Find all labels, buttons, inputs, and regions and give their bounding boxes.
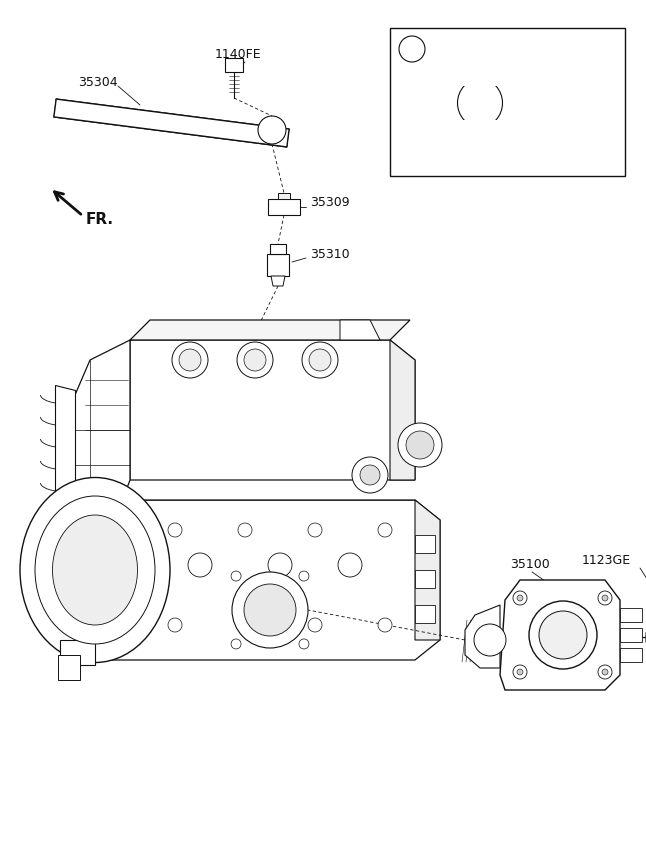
Ellipse shape (457, 79, 503, 127)
Bar (415, 605, 435, 623)
Bar (620, 628, 642, 642)
Circle shape (352, 457, 388, 493)
Text: 1140FE: 1140FE (215, 48, 262, 62)
Polygon shape (340, 320, 380, 340)
Text: 35310: 35310 (310, 248, 349, 261)
Circle shape (309, 349, 331, 371)
Circle shape (168, 618, 182, 632)
Polygon shape (278, 193, 290, 199)
Polygon shape (465, 605, 500, 668)
Circle shape (399, 36, 425, 62)
Bar (458, 120, 502, 129)
Circle shape (308, 523, 322, 537)
Ellipse shape (52, 515, 138, 625)
Circle shape (98, 618, 112, 632)
Polygon shape (500, 580, 620, 690)
Circle shape (232, 572, 308, 648)
Ellipse shape (35, 496, 155, 644)
Circle shape (98, 523, 112, 537)
Circle shape (172, 342, 208, 378)
Circle shape (602, 595, 608, 601)
Text: 35304: 35304 (78, 75, 118, 88)
Circle shape (244, 349, 266, 371)
Polygon shape (60, 640, 95, 665)
Bar (620, 608, 642, 622)
Circle shape (258, 116, 286, 144)
Circle shape (118, 553, 142, 577)
Circle shape (268, 553, 292, 577)
Bar (458, 77, 502, 86)
Text: a: a (408, 42, 416, 55)
Circle shape (238, 618, 252, 632)
Text: 35100: 35100 (510, 559, 550, 572)
Bar (415, 535, 435, 553)
Circle shape (398, 423, 442, 467)
Circle shape (302, 342, 338, 378)
Polygon shape (267, 254, 289, 276)
Circle shape (338, 553, 362, 577)
Polygon shape (390, 28, 625, 176)
Circle shape (188, 553, 212, 577)
Circle shape (168, 523, 182, 537)
Polygon shape (268, 199, 300, 215)
Polygon shape (58, 655, 80, 680)
Text: a: a (269, 125, 275, 135)
Circle shape (513, 665, 527, 679)
Circle shape (299, 571, 309, 581)
Bar (620, 648, 642, 662)
Polygon shape (55, 385, 75, 500)
Circle shape (231, 639, 241, 649)
Text: FR.: FR. (86, 213, 114, 227)
Polygon shape (54, 99, 289, 147)
Polygon shape (75, 340, 130, 520)
Circle shape (598, 665, 612, 679)
Circle shape (529, 601, 597, 669)
Circle shape (238, 523, 252, 537)
Circle shape (517, 669, 523, 675)
Circle shape (378, 523, 392, 537)
Polygon shape (225, 58, 243, 72)
Circle shape (378, 618, 392, 632)
Text: 31337F: 31337F (438, 42, 490, 56)
Circle shape (308, 618, 322, 632)
Polygon shape (270, 244, 286, 254)
Circle shape (179, 349, 201, 371)
Polygon shape (390, 340, 415, 480)
Circle shape (513, 591, 527, 605)
Circle shape (299, 639, 309, 649)
Circle shape (474, 624, 506, 656)
Text: 1123GE: 1123GE (582, 554, 631, 566)
Circle shape (231, 571, 241, 581)
Circle shape (237, 342, 273, 378)
Polygon shape (130, 340, 415, 480)
Polygon shape (415, 500, 440, 640)
Ellipse shape (20, 477, 170, 662)
Circle shape (539, 611, 587, 659)
Bar (415, 570, 435, 588)
Circle shape (244, 584, 296, 636)
Circle shape (517, 595, 523, 601)
Polygon shape (130, 320, 410, 340)
Polygon shape (271, 276, 285, 286)
Circle shape (598, 591, 612, 605)
Polygon shape (75, 500, 440, 660)
Circle shape (406, 431, 434, 459)
Circle shape (360, 465, 380, 485)
Circle shape (602, 669, 608, 675)
Text: 35309: 35309 (310, 197, 349, 209)
